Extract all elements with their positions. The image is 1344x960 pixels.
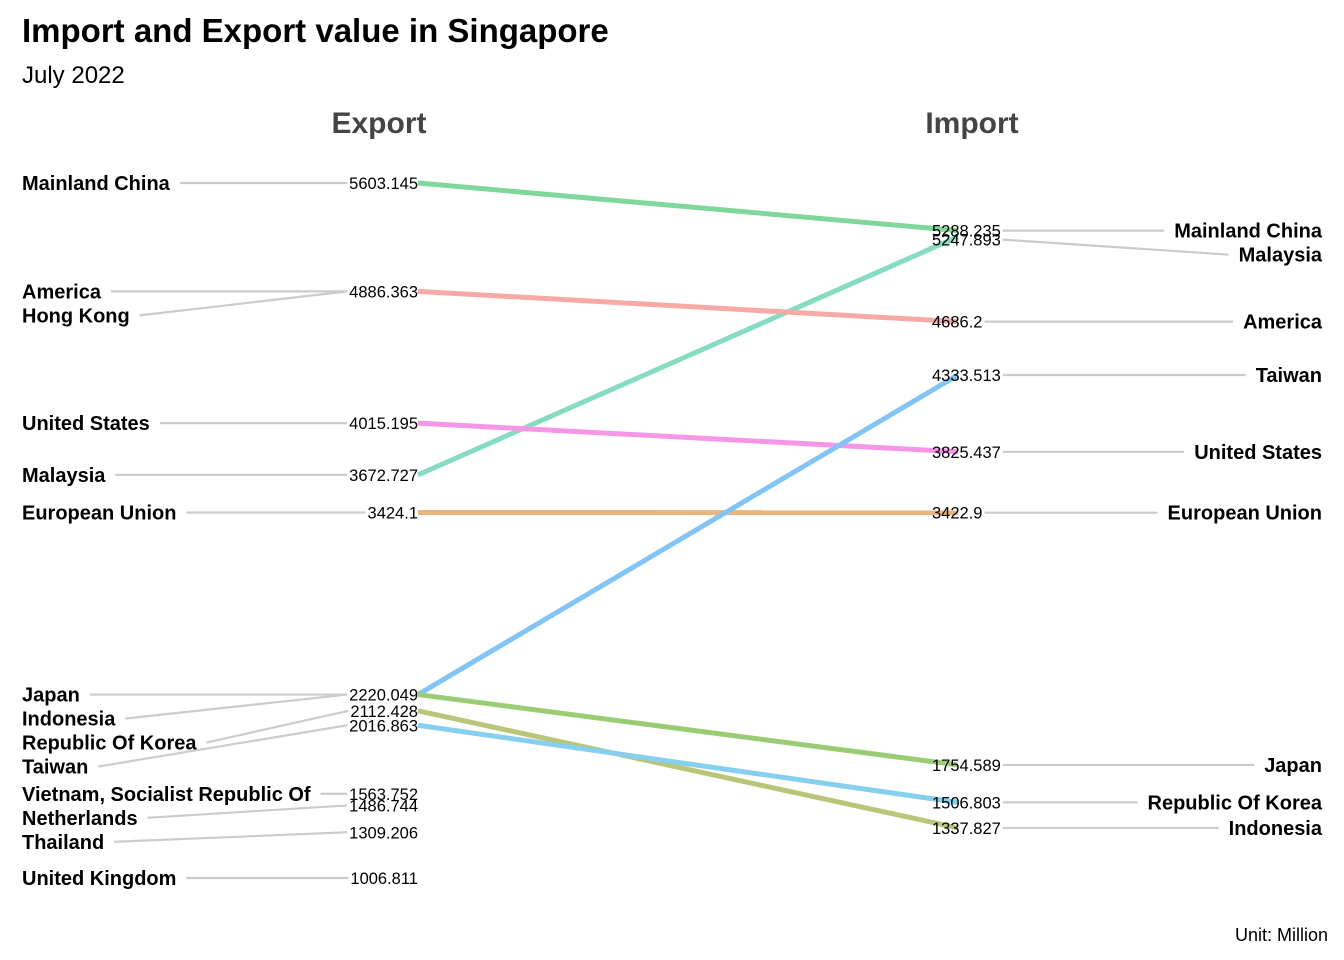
import-value-european-union: 3422.9 (932, 505, 982, 523)
export-leader-republic-of-korea (206, 709, 349, 744)
import-country-japan: Japan (1264, 755, 1322, 777)
export-leader-netherlands (147, 804, 348, 819)
import-country-republic-of-korea: Republic Of Korea (1148, 792, 1323, 814)
export-country-thailand: Thailand (22, 832, 104, 854)
export-country-america: America (22, 281, 102, 303)
import-value-taiwan: 4333.513 (932, 367, 1001, 385)
slope-lines (416, 180, 960, 831)
export-value-1309-206: 1309.206 (349, 824, 418, 842)
export-country-malaysia: Malaysia (22, 465, 106, 487)
import-country-indonesia: Indonesia (1229, 818, 1323, 840)
export-value-1006-811: 1006.811 (350, 870, 418, 888)
export-value-4886-363: 4886.363 (349, 283, 418, 301)
import-value-malaysia: 5247.893 (932, 232, 1001, 250)
slope-america (417, 288, 959, 325)
export-country-united-kingdom: United Kingdom (22, 868, 176, 890)
import-value-united-states: 3825.437 (932, 444, 1001, 462)
export-value-2220-049: 2220.049 (349, 687, 418, 705)
export-leader-taiwan (98, 724, 348, 768)
import-country-malaysia: Malaysia (1239, 245, 1323, 267)
export-country-taiwan: Taiwan (22, 757, 88, 779)
slope-malaysia (416, 234, 960, 478)
import-leader-malaysia (1002, 238, 1229, 256)
export-country-republic-of-korea: Republic Of Korea (22, 733, 197, 755)
value-labels: 5603.145 4886.363 4015.195 3672.727 3424.1 22… (349, 175, 1001, 888)
slope-republic-of-korea (417, 722, 959, 805)
export-leader-hong-kong (139, 290, 348, 317)
export-value-2112-428: 2112.428 (350, 703, 418, 721)
import-country-united-states: United States (1194, 442, 1322, 464)
export-value-5603-145: 5603.145 (349, 175, 418, 193)
export-country-vietnam-socialist-republic-of: Vietnam, Socialist Republic Of (22, 784, 311, 806)
export-country-indonesia: Indonesia (22, 709, 116, 731)
export-country-united-states: United States (22, 413, 150, 435)
export-country-japan: Japan (22, 685, 80, 707)
slope-mainland-china (417, 180, 959, 234)
unit-caption: Unit: Million (1235, 925, 1328, 945)
chart-title: Import and Export value in Singapore (22, 12, 609, 49)
slope-taiwan (416, 372, 960, 697)
slope-japan (417, 692, 959, 768)
export-leader-indonesia (125, 693, 348, 720)
export-value-1486-744: 1486.744 (349, 797, 418, 815)
import-country-mainland-china: Mainland China (1174, 221, 1323, 243)
export-country-mainland-china: Mainland China (22, 173, 171, 195)
export-country-european-union: European Union (22, 502, 176, 524)
import-country-america: America (1243, 312, 1323, 334)
export-leader-thailand (114, 831, 348, 843)
export-country-hong-kong: Hong Kong (22, 305, 130, 327)
slope-indonesia (417, 708, 959, 831)
import-value-mainland-china: 5288.235 (932, 223, 1001, 241)
import-value-republic-of-korea: 1506.803 (932, 794, 1001, 812)
export-country-netherlands: Netherlands (22, 808, 138, 830)
export-value-3672-727: 3672.727 (349, 467, 418, 485)
import-country-taiwan: Taiwan (1256, 365, 1322, 387)
import-value-indonesia: 1337.827 (932, 820, 1001, 838)
slope-united-states (417, 420, 959, 455)
export-value-4015-195: 4015.195 (349, 415, 418, 433)
export-value-3424-1: 3424.1 (368, 504, 418, 522)
export-value-2016-863: 2016.863 (349, 717, 418, 735)
import-value-japan: 1754.589 (932, 757, 1001, 775)
import-value-america: 4686.2 (932, 314, 982, 332)
import-column-label: Import (925, 107, 1018, 140)
import-country-european-union: European Union (1168, 503, 1322, 525)
export-value-1563-752: 1563.752 (349, 786, 418, 804)
chart-subtitle: July 2022 (22, 62, 125, 89)
export-column-label: Export (331, 107, 426, 140)
leader-lines (89, 181, 1255, 880)
